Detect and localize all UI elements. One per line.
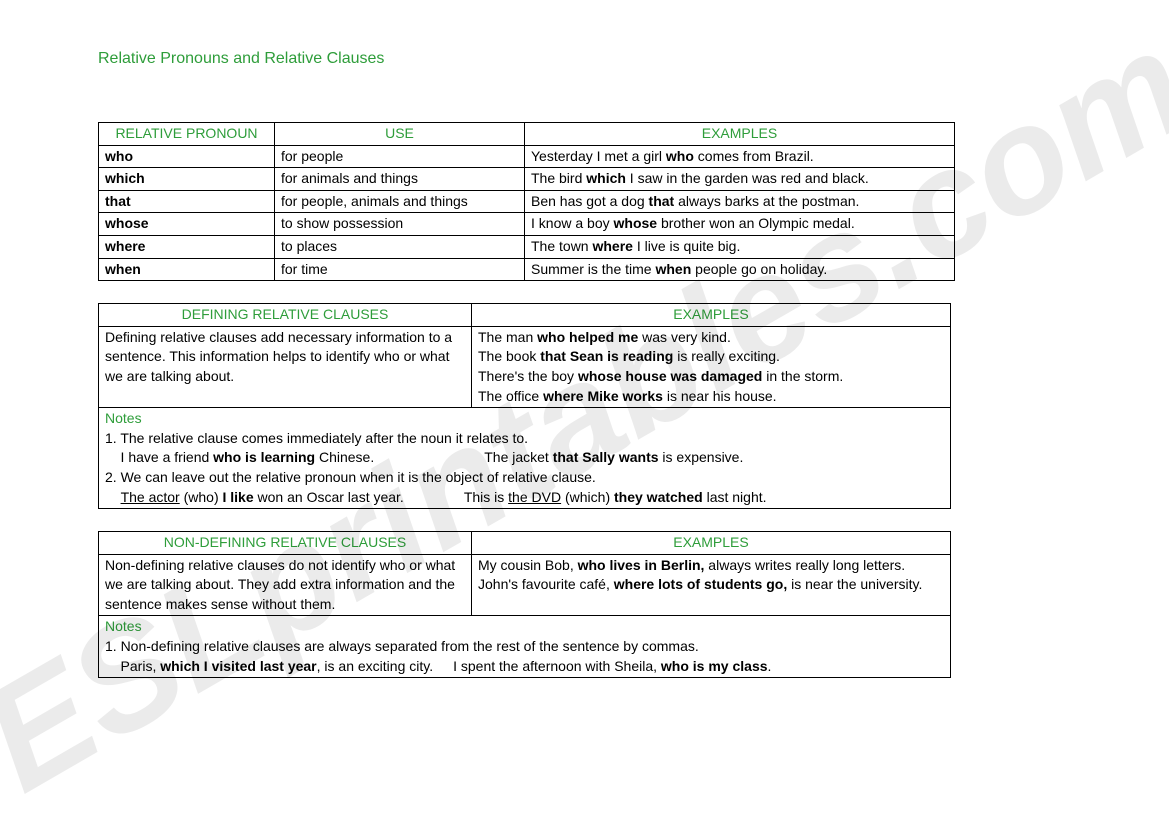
nondefining-table: NON-DEFINING RELATIVE CLAUSES EXAMPLES N… (98, 531, 951, 678)
example-cell: I know a boy whose brother won an Olympi… (525, 213, 955, 236)
notes-label: Notes (105, 410, 142, 426)
use-cell: for animals and things (275, 168, 525, 191)
document-page: Relative Pronouns and Relative Clauses R… (0, 0, 1169, 678)
th-examples: EXAMPLES (472, 304, 951, 327)
pronoun-cell: where (105, 238, 145, 254)
notes-cell: Notes 1. The relative clause comes immed… (99, 408, 951, 509)
th-pronoun: RELATIVE PRONOUN (99, 123, 275, 146)
example-cell: Ben has got a dog that always barks at t… (525, 190, 955, 213)
definition-cell: Non-defining relative clauses do not ide… (99, 554, 472, 616)
use-cell: for people, animals and things (275, 190, 525, 213)
pronoun-cell: who (105, 148, 133, 164)
table-row: Non-defining relative clauses do not ide… (99, 554, 951, 616)
example-cell: The bird which I saw in the garden was r… (525, 168, 955, 191)
example-cell: Summer is the time when people go on hol… (525, 258, 955, 281)
pronouns-table: RELATIVE PRONOUN USE EXAMPLES who for pe… (98, 122, 955, 281)
th-examples: EXAMPLES (472, 532, 951, 555)
notes-cell: Notes 1. Non-defining relative clauses a… (99, 616, 951, 678)
table-row: who for people Yesterday I met a girl wh… (99, 145, 955, 168)
use-cell: for time (275, 258, 525, 281)
use-cell: to show possession (275, 213, 525, 236)
examples-cell: The man who helped me was very kind. The… (472, 326, 951, 407)
table-row: whose to show possession I know a boy wh… (99, 213, 955, 236)
pronoun-cell: that (105, 193, 131, 209)
defining-table: DEFINING RELATIVE CLAUSES EXAMPLES Defin… (98, 303, 951, 509)
pronoun-cell: whose (105, 215, 149, 231)
example-cell: The town where I live is quite big. (525, 235, 955, 258)
table-row: when for time Summer is the time when pe… (99, 258, 955, 281)
pronoun-cell: which (105, 170, 145, 186)
page-title: Relative Pronouns and Relative Clauses (98, 50, 1169, 68)
definition-cell: Defining relative clauses add necessary … (99, 326, 472, 407)
th-use: USE (275, 123, 525, 146)
use-cell: for people (275, 145, 525, 168)
th-nondefining: NON-DEFINING RELATIVE CLAUSES (99, 532, 472, 555)
table-row: that for people, animals and things Ben … (99, 190, 955, 213)
example-cell: Yesterday I met a girl who comes from Br… (525, 145, 955, 168)
notes-row: Notes 1. The relative clause comes immed… (99, 408, 951, 509)
table-row: where to places The town where I live is… (99, 235, 955, 258)
notes-row: Notes 1. Non-defining relative clauses a… (99, 616, 951, 678)
table-row: Defining relative clauses add necessary … (99, 326, 951, 407)
th-defining: DEFINING RELATIVE CLAUSES (99, 304, 472, 327)
table-row: which for animals and things The bird wh… (99, 168, 955, 191)
th-examples: EXAMPLES (525, 123, 955, 146)
examples-cell: My cousin Bob, who lives in Berlin, alwa… (472, 554, 951, 616)
notes-label: Notes (105, 618, 142, 634)
use-cell: to places (275, 235, 525, 258)
pronoun-cell: when (105, 261, 141, 277)
